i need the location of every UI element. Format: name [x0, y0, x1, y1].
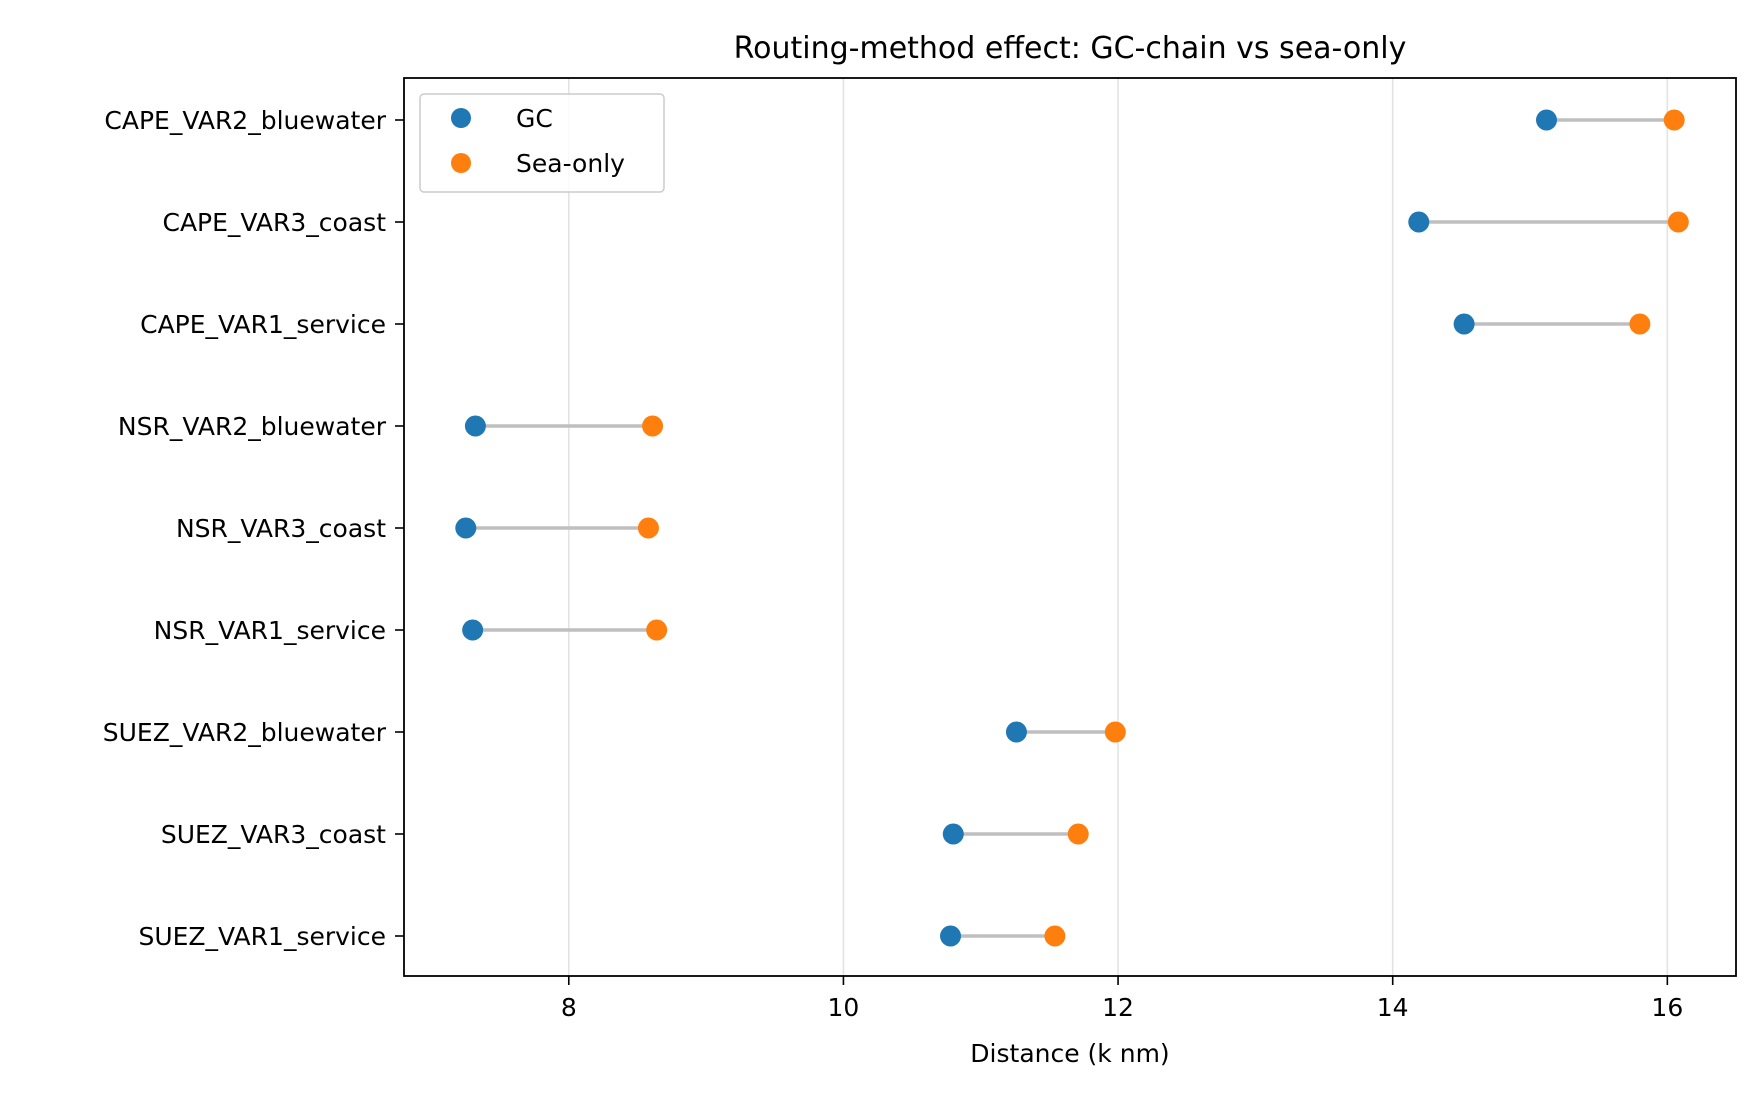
- y-axis-ticks: CAPE_VAR2_bluewater CAPE_VAR3_coast CAPE_V…: [103, 106, 404, 951]
- y-tick-label-suez-var2-bluewater: SUEZ_VAR2_bluewater: [103, 718, 387, 747]
- point-gc-cape-var2-bluewater: [1535, 109, 1557, 131]
- y-tick-label-nsr-var1-service: NSR_VAR1_service: [154, 616, 386, 645]
- point-sea-only-cape-var1-service: [1629, 313, 1651, 335]
- y-tick-label-cape-var1-service: CAPE_VAR1_service: [140, 310, 386, 339]
- x-axis-ticks: 8 10 12 14 16: [561, 976, 1683, 1022]
- x-tick-label: 14: [1377, 993, 1409, 1022]
- y-tick-label-suez-var1-service: SUEZ_VAR1_service: [138, 922, 386, 951]
- y-tick-label-cape-var3-coast: CAPE_VAR3_coast: [163, 208, 387, 237]
- point-gc-nsr-var2-bluewater: [464, 415, 486, 437]
- legend-marker-sea-only: [451, 153, 471, 173]
- point-gc-suez-var1-service: [940, 925, 962, 947]
- point-gc-suez-var2-bluewater: [1005, 721, 1027, 743]
- point-sea-only-suez-var2-bluewater: [1104, 721, 1126, 743]
- x-axis-title: Distance (k nm): [970, 1039, 1169, 1068]
- x-tick-label: 16: [1651, 993, 1683, 1022]
- y-tick-label-cape-var2-bluewater: CAPE_VAR2_bluewater: [104, 106, 386, 135]
- point-gc-suez-var3-coast: [942, 823, 964, 845]
- point-sea-only-nsr-var3-coast: [637, 517, 659, 539]
- point-gc-nsr-var3-coast: [455, 517, 477, 539]
- chart-title: Routing-method effect: GC-chain vs sea-o…: [734, 31, 1407, 66]
- point-sea-only-cape-var2-bluewater: [1663, 109, 1685, 131]
- y-tick-label-nsr-var2-bluewater: NSR_VAR2_bluewater: [118, 412, 387, 441]
- point-sea-only-suez-var1-service: [1044, 925, 1066, 947]
- plot-frame: [403, 77, 1737, 977]
- legend: GC Sea-only: [419, 93, 665, 193]
- point-sea-only-suez-var3-coast: [1067, 823, 1089, 845]
- point-sea-only-cape-var3-coast: [1667, 211, 1689, 233]
- point-sea-only-nsr-var1-service: [646, 619, 668, 641]
- legend-box: [419, 93, 665, 193]
- x-tick-label: 8: [561, 993, 577, 1022]
- data-points: [455, 109, 1689, 947]
- point-sea-only-nsr-var2-bluewater: [642, 415, 664, 437]
- y-tick-label-suez-var3-coast: SUEZ_VAR3_coast: [161, 820, 386, 849]
- legend-label-sea-only: Sea-only: [516, 149, 625, 178]
- point-gc-cape-var3-coast: [1408, 211, 1430, 233]
- point-gc-cape-var1-service: [1453, 313, 1475, 335]
- legend-marker-gc: [451, 108, 471, 128]
- x-tick-label: 12: [1102, 993, 1134, 1022]
- point-gc-nsr-var1-service: [462, 619, 484, 641]
- x-tick-label: 10: [828, 993, 860, 1022]
- legend-label-gc: GC: [516, 104, 553, 133]
- y-tick-label-nsr-var3-coast: NSR_VAR3_coast: [176, 514, 386, 543]
- x-grid-lines: [567, 78, 1669, 976]
- connector-lines: [465, 118, 1679, 938]
